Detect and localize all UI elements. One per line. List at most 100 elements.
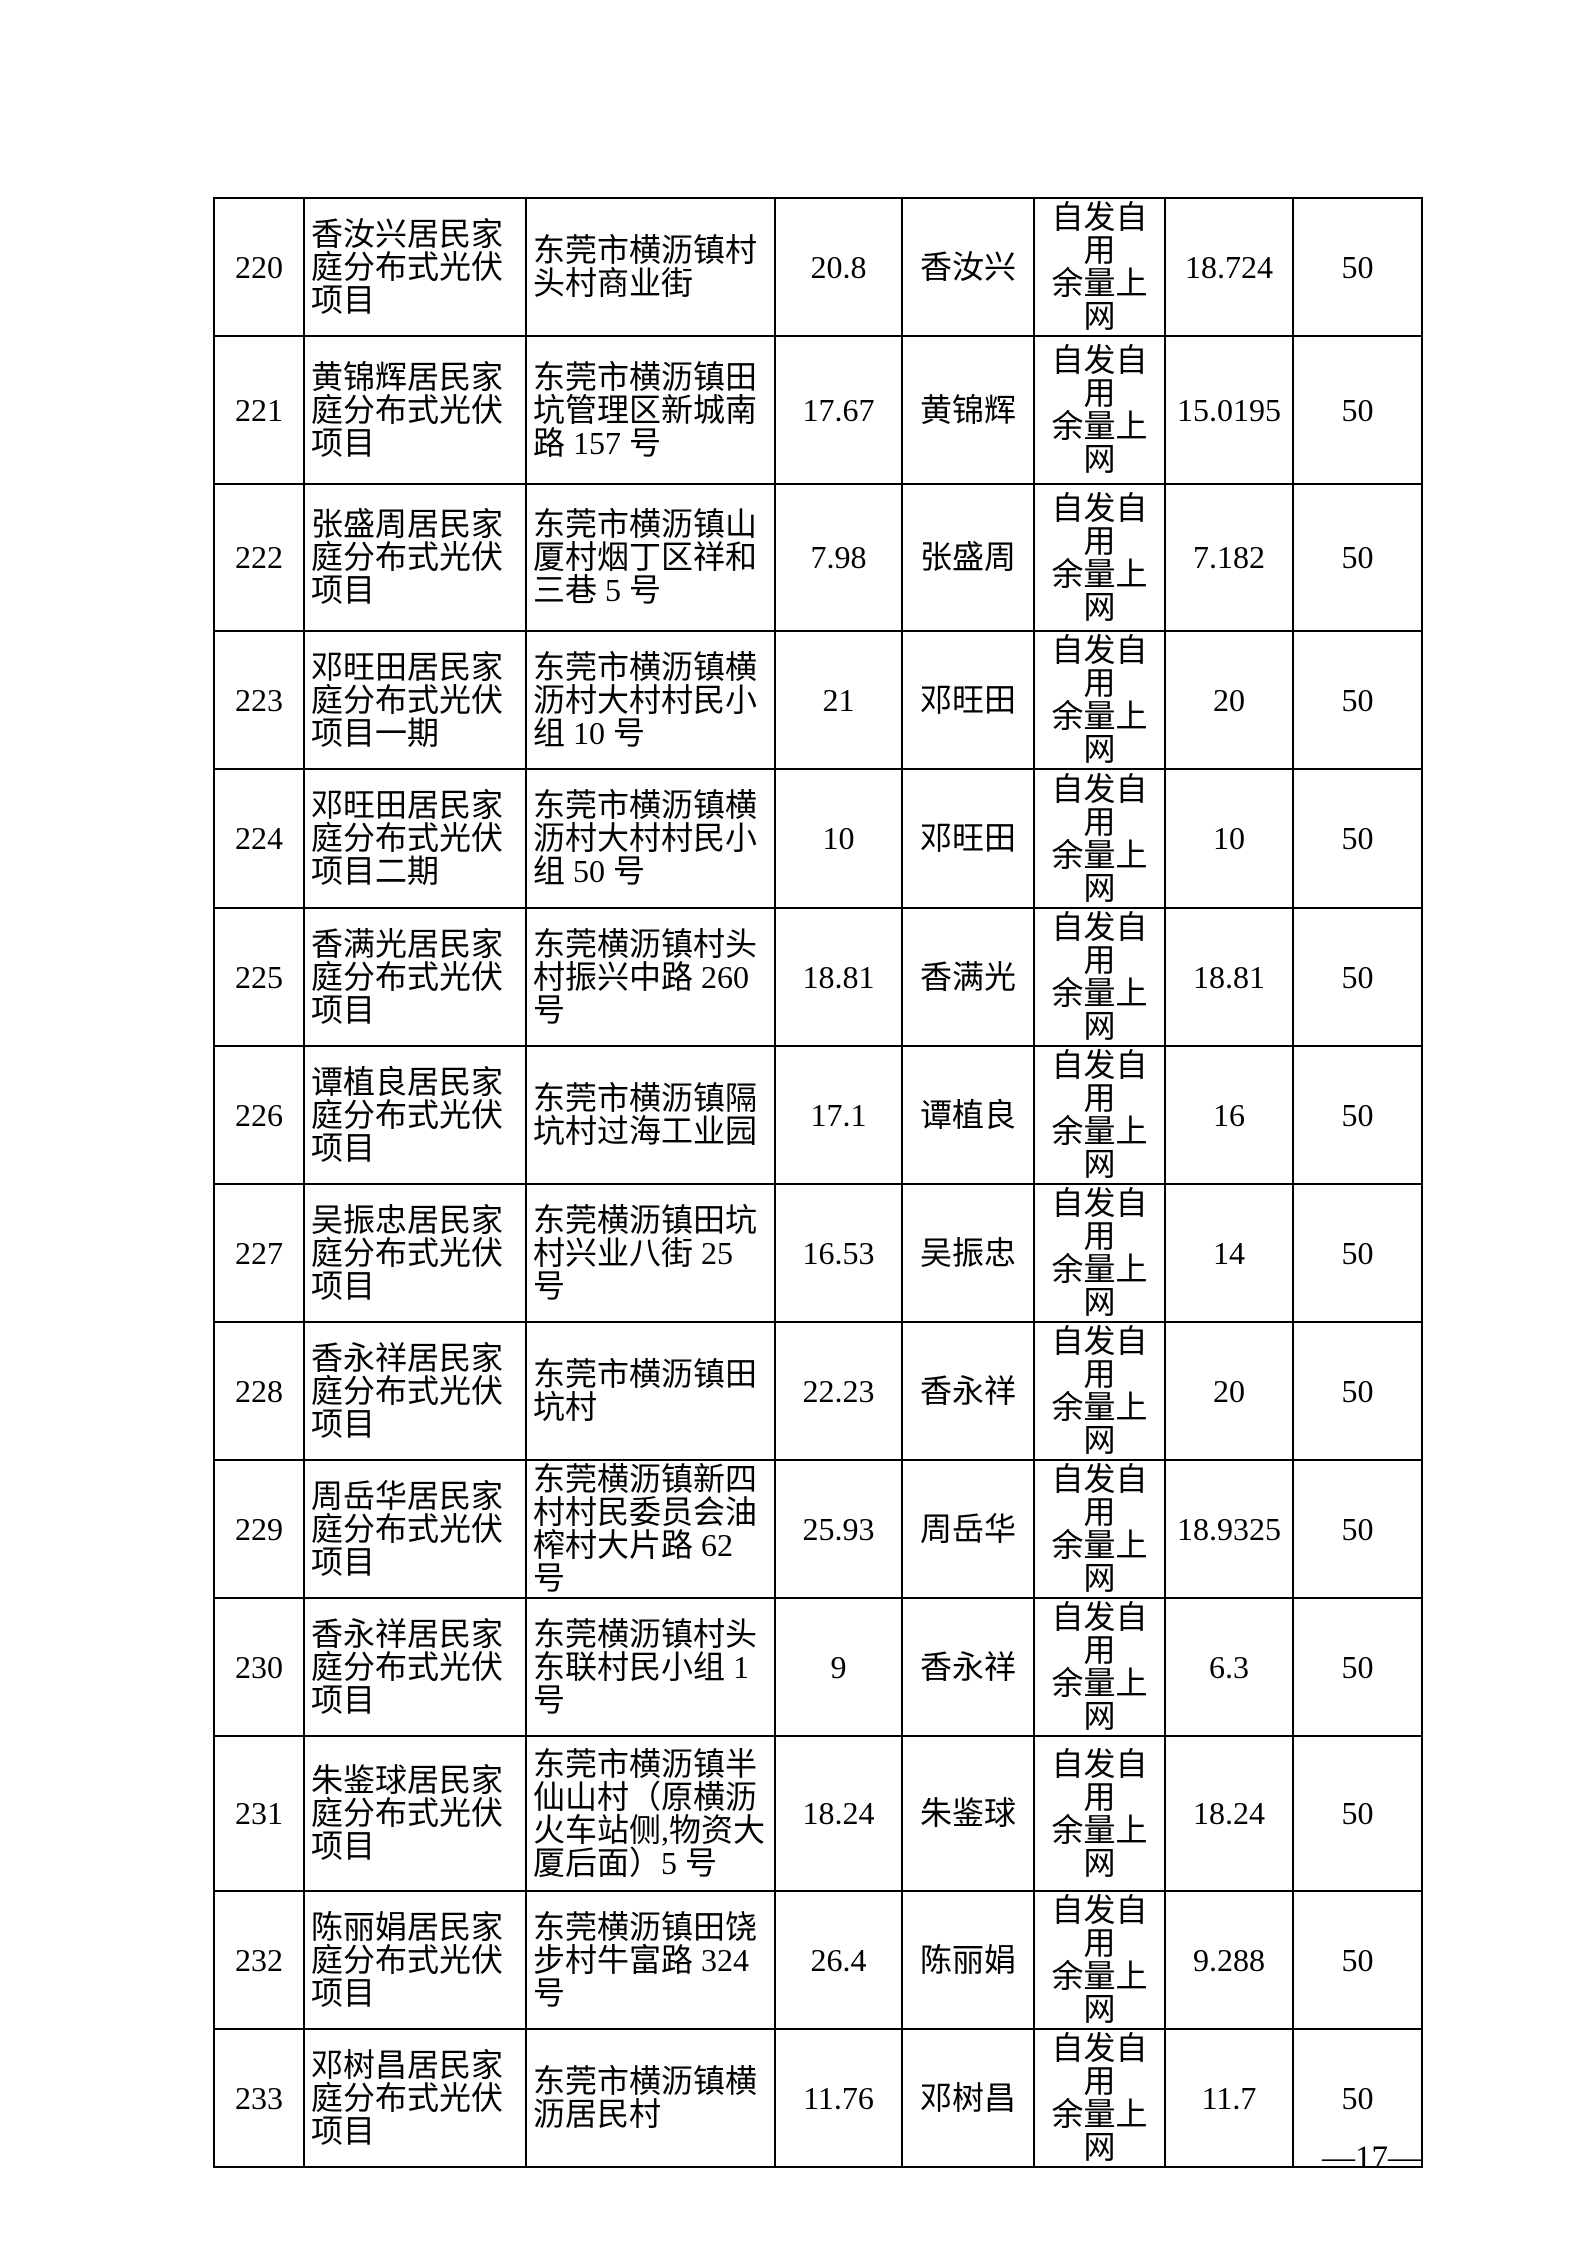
index-cell: 233: [213, 2028, 305, 2168]
value-cell: 10: [1164, 768, 1294, 909]
projects-table-body: 220 香汝兴居民家庭分布式光伏项目 东莞市横沥镇村头村商业街 20.8 香汝兴 自发自用…: [213, 197, 1423, 2168]
owner-cell: 邓树昌: [901, 2028, 1035, 2168]
grid-mode-cell: 自发自用 余量上网: [1033, 907, 1166, 1047]
index-cell: 231: [213, 1735, 305, 1892]
index-cell: 227: [213, 1183, 305, 1323]
address-cell: 东莞市横沥镇半仙山村（原横沥火车站侧,物资大厦后面）5 号: [525, 1735, 776, 1892]
owner-cell: 吴振忠: [901, 1183, 1035, 1323]
index-cell: 225: [213, 907, 305, 1047]
project-name-cell: 香汝兴居民家庭分布式光伏项目: [303, 197, 527, 337]
value-cell: 20: [1164, 1321, 1294, 1461]
address-cell: 东莞市横沥镇田坑村: [525, 1321, 776, 1461]
index-cell: 232: [213, 1890, 305, 2030]
project-name-cell: 邓树昌居民家庭分布式光伏项目: [303, 2028, 527, 2168]
projects-table: 220 香汝兴居民家庭分布式光伏项目 东莞市横沥镇村头村商业街 20.8 香汝兴 自发自用…: [213, 197, 1423, 2168]
quota-cell: 50: [1292, 1735, 1423, 1892]
table-row: 220 香汝兴居民家庭分布式光伏项目 东莞市横沥镇村头村商业街 20.8 香汝兴 自发自用…: [213, 197, 1423, 337]
value-cell: 18.81: [1164, 907, 1294, 1047]
owner-cell: 朱鉴球: [901, 1735, 1035, 1892]
grid-mode-line: 自发自用: [1051, 1892, 1148, 1961]
table-row: 222 张盛周居民家庭分布式光伏项目 东莞市横沥镇山厦村烟丁区祥和三巷 5 号 7.9…: [213, 483, 1423, 632]
grid-mode-line: 自发自用: [1051, 1745, 1148, 1815]
quota-cell: 50: [1292, 2028, 1423, 2168]
grid-mode-cell: 自发自用 余量上网: [1033, 1183, 1166, 1323]
owner-cell: 香永祥: [901, 1321, 1035, 1461]
grid-mode-line: 余量上网: [1051, 1389, 1148, 1458]
index-cell: 220: [213, 197, 305, 337]
table-row: 227 吴振忠居民家庭分布式光伏项目 东莞横沥镇田坑村兴业八街 25 号 16.53 吴…: [213, 1183, 1423, 1323]
grid-mode-line: 余量上网: [1051, 408, 1148, 477]
owner-cell: 邓旺田: [901, 768, 1035, 909]
grid-mode-line: 余量上网: [1051, 836, 1148, 906]
capacity-cell: 18.24: [774, 1735, 903, 1892]
capacity-cell: 7.98: [774, 483, 903, 632]
quota-cell: 50: [1292, 1890, 1423, 2030]
grid-mode-cell: 自发自用 余量上网: [1033, 483, 1166, 632]
value-cell: 9.288: [1164, 1890, 1294, 2030]
value-cell: 18.24: [1164, 1735, 1294, 1892]
owner-cell: 香永祥: [901, 1597, 1035, 1737]
owner-cell: 香满光: [901, 907, 1035, 1047]
grid-mode-line: 自发自用: [1051, 1047, 1148, 1116]
grid-mode-line: 余量上网: [1051, 1665, 1148, 1734]
owner-cell: 香汝兴: [901, 197, 1035, 337]
page-number: —17—: [1322, 2140, 1421, 2176]
value-cell: 20: [1164, 630, 1294, 770]
project-name-cell: 周岳华居民家庭分布式光伏项目: [303, 1459, 527, 1599]
address-cell: 东莞横沥镇村头村振兴中路 260 号: [525, 907, 776, 1047]
table-row: 230 香永祥居民家庭分布式光伏项目 东莞横沥镇村头东联村民小组 1 号 9 香永祥 自发…: [213, 1597, 1423, 1737]
capacity-cell: 17.1: [774, 1045, 903, 1185]
capacity-cell: 17.67: [774, 335, 903, 485]
grid-mode-line: 余量上网: [1051, 1251, 1148, 1320]
owner-cell: 黄锦辉: [901, 335, 1035, 485]
value-cell: 6.3: [1164, 1597, 1294, 1737]
grid-mode-cell: 自发自用 余量上网: [1033, 1597, 1166, 1737]
table-row: 229 周岳华居民家庭分布式光伏项目 东莞横沥镇新四村村民委员会油榨村大片路 62 …: [213, 1459, 1423, 1599]
project-name-cell: 邓旺田居民家庭分布式光伏项目二期: [303, 768, 527, 909]
table-row: 233 邓树昌居民家庭分布式光伏项目 东莞市横沥镇横沥居民村 11.76 邓树昌 自发自用…: [213, 2028, 1423, 2168]
grid-mode-cell: 自发自用 余量上网: [1033, 1045, 1166, 1185]
address-cell: 东莞市横沥镇横沥居民村: [525, 2028, 776, 2168]
project-name-cell: 张盛周居民家庭分布式光伏项目: [303, 483, 527, 632]
value-cell: 14: [1164, 1183, 1294, 1323]
grid-mode-cell: 自发自用 余量上网: [1033, 335, 1166, 485]
capacity-cell: 25.93: [774, 1459, 903, 1599]
capacity-cell: 22.23: [774, 1321, 903, 1461]
grid-mode-cell: 自发自用 余量上网: [1033, 768, 1166, 909]
address-cell: 东莞市横沥镇横沥村大村村民小组 50 号: [525, 768, 776, 909]
quota-cell: 50: [1292, 1459, 1423, 1599]
grid-mode-cell: 自发自用 余量上网: [1033, 1890, 1166, 2030]
grid-mode-cell: 自发自用 余量上网: [1033, 630, 1166, 770]
value-cell: 16: [1164, 1045, 1294, 1185]
grid-mode-line: 自发自用: [1051, 770, 1148, 840]
table-row: 225 香满光居民家庭分布式光伏项目 东莞横沥镇村头村振兴中路 260 号 18.81…: [213, 907, 1423, 1047]
capacity-cell: 18.81: [774, 907, 903, 1047]
project-name-cell: 香永祥居民家庭分布式光伏项目: [303, 1597, 527, 1737]
project-name-cell: 香永祥居民家庭分布式光伏项目: [303, 1321, 527, 1461]
grid-mode-line: 自发自用: [1051, 632, 1148, 701]
grid-mode-line: 自发自用: [1051, 1599, 1148, 1668]
grid-mode-line: 余量上网: [1051, 975, 1148, 1044]
owner-cell: 张盛周: [901, 483, 1035, 632]
grid-mode-line: 自发自用: [1051, 489, 1148, 559]
index-cell: 228: [213, 1321, 305, 1461]
project-name-cell: 朱鉴球居民家庭分布式光伏项目: [303, 1735, 527, 1892]
capacity-cell: 21: [774, 630, 903, 770]
capacity-cell: 20.8: [774, 197, 903, 337]
value-cell: 7.182: [1164, 483, 1294, 632]
grid-mode-line: 自发自用: [1051, 909, 1148, 978]
table-row: 232 陈丽娟居民家庭分布式光伏项目 东莞横沥镇田饶步村牛富路 324 号 26.4 陈…: [213, 1890, 1423, 2030]
project-name-cell: 黄锦辉居民家庭分布式光伏项目: [303, 335, 527, 485]
grid-mode-line: 余量上网: [1051, 1811, 1148, 1881]
quota-cell: 50: [1292, 197, 1423, 337]
project-name-cell: 邓旺田居民家庭分布式光伏项目一期: [303, 630, 527, 770]
capacity-cell: 9: [774, 1597, 903, 1737]
value-cell: 18.9325: [1164, 1459, 1294, 1599]
index-cell: 226: [213, 1045, 305, 1185]
grid-mode-line: 余量上网: [1051, 265, 1148, 334]
address-cell: 东莞横沥镇新四村村民委员会油榨村大片路 62 号: [525, 1459, 776, 1599]
index-cell: 222: [213, 483, 305, 632]
grid-mode-line: 余量上网: [1051, 1527, 1148, 1596]
value-cell: 18.724: [1164, 197, 1294, 337]
